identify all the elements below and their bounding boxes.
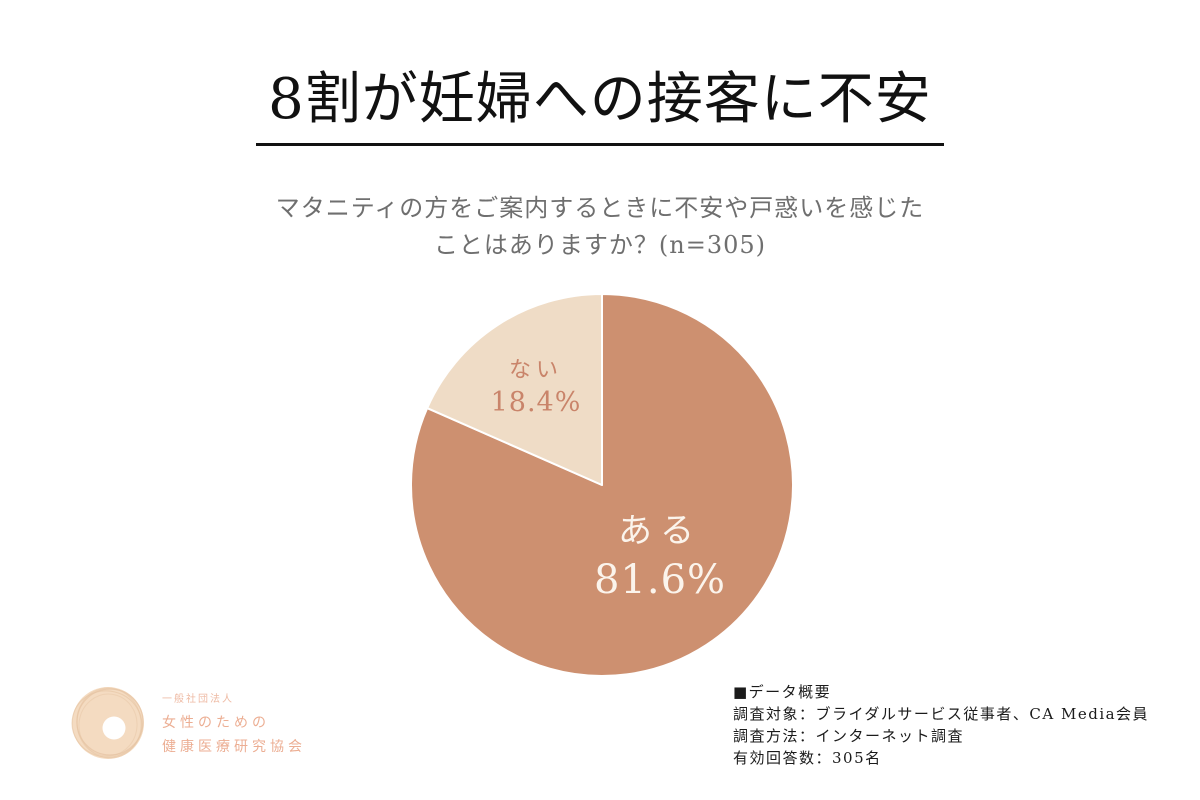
data-summary-heading: ■データ概要 [733,683,832,701]
chart-question-line1: マタニティの方をご案内するときに不安や戸惑いを感じた [275,194,925,222]
org-name-line2: 健康医療研究協会 [162,738,306,755]
data-summary-line: 調査方法：インターネット調査 [733,727,965,745]
chart-question-line2: ことはありますか？(n=305) [433,231,767,259]
title-wrap: 8割が妊婦への接客に不安 [0,64,1200,146]
donut-scribble-icon [66,681,152,767]
org-logo: 一般社団法人 女性のための 健康医療研究協会 [66,681,306,767]
chart-question: マタニティの方をご案内するときに不安や戸惑いを感じた ことはありますか？(n=3… [0,190,1200,264]
pie-chart-svg [409,293,794,677]
data-summary: ■データ概要 調査対象：ブライダルサービス従事者、CA Media会員 調査方法… [733,681,1149,769]
data-summary-line: 有効回答数：305名 [733,749,882,767]
pie-chart: ない 18.4% ある 81.6% [402,285,802,685]
org-type: 一般社団法人 [162,693,234,705]
page-title: 8割が妊婦への接客に不安 [256,64,944,146]
org-logo-text: 一般社団法人 女性のための 健康医療研究協会 [162,690,306,759]
data-summary-line: 調査対象：ブライダルサービス従事者、CA Media会員 [733,705,1150,723]
org-name-line1: 女性のための [162,714,270,731]
